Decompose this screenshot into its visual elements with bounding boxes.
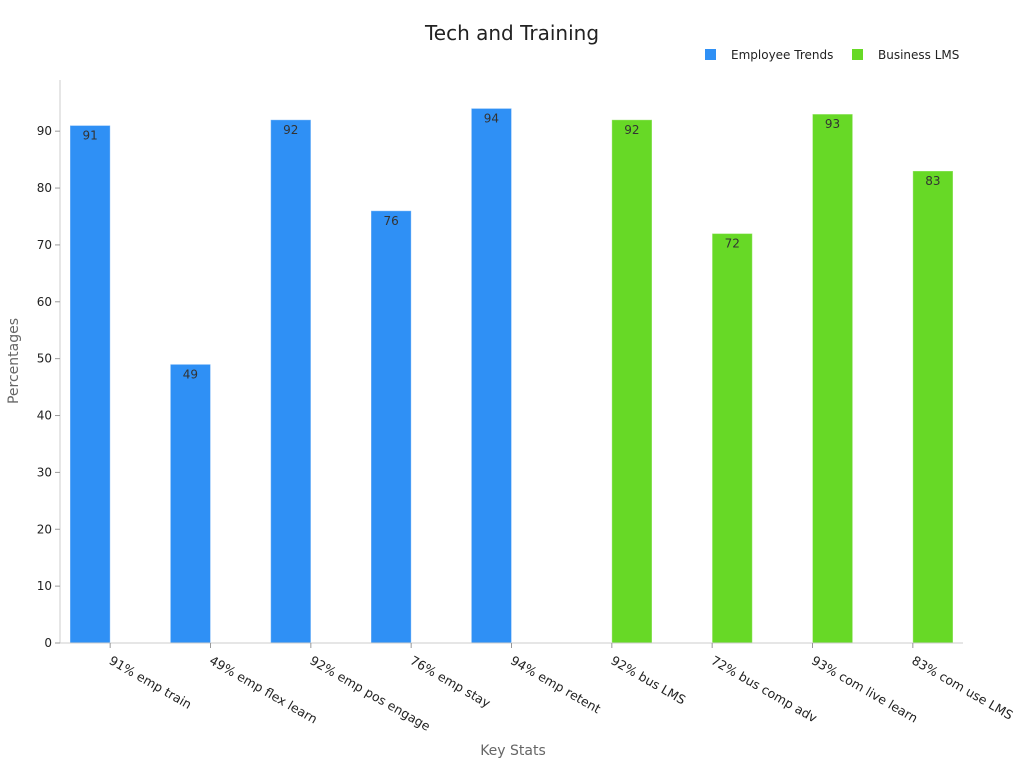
bar-employee-trends-76-emp-stay[interactable]: [370, 210, 412, 644]
x-tick-label-94-emp-retent: 94% emp retent: [508, 653, 603, 717]
legend-item-business-lms[interactable]: Business LMS: [852, 48, 959, 62]
bar-business-lms-92-bus-lms[interactable]: [611, 119, 653, 644]
data-label-93-com-live-learn: 93: [825, 117, 840, 131]
legend: Employee Trends Business LMS: [705, 48, 959, 62]
x-tick-label-92-bus-lms: 92% bus LMS: [608, 653, 688, 708]
bar-employee-trends-49-emp-flex-learn[interactable]: [169, 363, 212, 644]
bars-layer: [69, 107, 954, 644]
legend-swatch-business-lms: [852, 49, 863, 60]
x-tick-label-72-bus-comp-adv: 72% bus comp adv: [709, 653, 821, 726]
x-tick-label-83-com-use-lms: 83% com use LMS: [909, 653, 1015, 723]
legend-label-employee-trends: Employee Trends: [731, 48, 833, 62]
x-axis-label: Key Stats: [480, 743, 546, 759]
y-tick-label: 30: [37, 465, 52, 479]
y-tick-label: 70: [37, 238, 52, 252]
data-label-83-com-use-lms: 83: [925, 174, 940, 188]
bar-business-lms-83-com-use-lms[interactable]: [912, 170, 954, 644]
legend-swatch-employee-trends: [705, 49, 716, 60]
data-label-92-bus-lms: 92: [624, 123, 639, 137]
y-tick-label: 50: [37, 352, 52, 366]
bar-employee-trends-91-emp-train[interactable]: [69, 124, 111, 644]
bar-business-lms-93-com-live-learn[interactable]: [812, 113, 854, 644]
y-tick-label: 80: [37, 181, 52, 195]
y-tick-label: 60: [37, 295, 52, 309]
x-tick-label-49-emp-flex-learn: 49% emp flex learn: [207, 653, 320, 727]
x-tick-label-91-emp-train: 91% emp train: [107, 653, 195, 712]
data-labels-layer: 91 49 92 76 94 92 72 93 83: [82, 111, 940, 381]
x-tick-label-93-com-live-learn: 93% com live learn: [809, 653, 921, 726]
data-label-91-emp-train: 91: [82, 128, 97, 142]
y-tick-label: 20: [37, 522, 52, 536]
x-tick-label-76-emp-stay: 76% emp stay: [408, 653, 494, 711]
y-tick-label: 90: [37, 124, 52, 138]
data-label-94-emp-retent: 94: [484, 111, 499, 125]
bar-business-lms-72-bus-comp-adv[interactable]: [711, 233, 753, 644]
y-tick-label: 40: [37, 409, 52, 423]
y-axis-label: Percentages: [6, 318, 22, 404]
bar-employee-trends-92-emp-pos-engage[interactable]: [270, 119, 312, 644]
y-tick-label: 0: [44, 636, 52, 650]
data-label-72-bus-comp-adv: 72: [725, 237, 740, 251]
legend-label-business-lms: Business LMS: [878, 48, 959, 62]
data-label-92-emp-pos-engage: 92: [283, 123, 298, 137]
bar-employee-trends-94-emp-retent[interactable]: [470, 107, 513, 644]
legend-item-employee-trends[interactable]: Employee Trends: [705, 48, 833, 62]
data-label-76-emp-stay: 76: [383, 214, 398, 228]
data-label-49-emp-flex-learn: 49: [183, 367, 198, 381]
y-axis-ticks: 0 10 20 30 40 50 60 70 80 90: [37, 124, 60, 650]
y-tick-label: 10: [37, 579, 52, 593]
chart-title: Tech and Training: [424, 21, 599, 45]
